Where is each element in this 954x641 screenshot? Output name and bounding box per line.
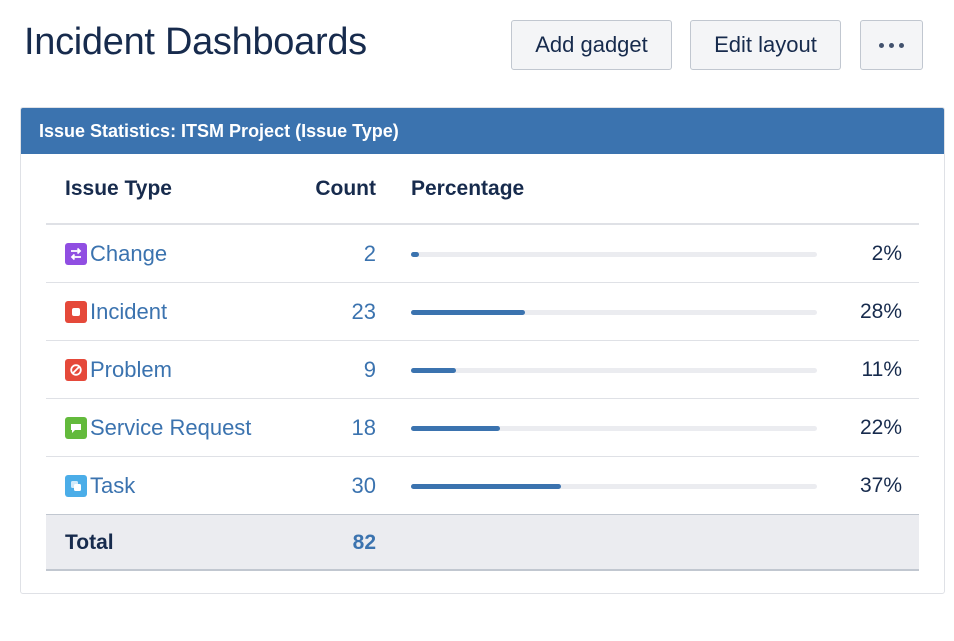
issue-type-link[interactable]: Problem <box>90 357 172 382</box>
incident-type-icon <box>65 301 87 323</box>
task-type-icon <box>65 475 87 497</box>
row-divider <box>393 456 833 457</box>
percentage-bar-fill <box>411 426 501 431</box>
percentage-bar-fill <box>411 310 525 315</box>
change-type-icon <box>65 243 87 265</box>
gadget-title: Issue Statistics: ITSM Project (Issue Ty… <box>39 121 399 141</box>
issue-type-cell: Service Request <box>65 399 251 457</box>
issue-type-cell: Task <box>65 457 135 515</box>
column-header-count: Count <box>315 177 376 200</box>
percentage-bar <box>411 426 817 431</box>
percentage-bar-fill <box>411 484 562 489</box>
total-count[interactable]: 82 <box>352 530 376 554</box>
row-divider <box>833 398 919 399</box>
table-row: Task 30 37% <box>46 457 919 515</box>
row-divider <box>833 282 919 283</box>
issue-type-link[interactable]: Incident <box>90 299 168 324</box>
percentage-value: 22% <box>859 416 902 439</box>
table-row: Service Request 18 22% <box>46 399 919 457</box>
service-request-type-icon <box>65 417 87 439</box>
issue-count-link[interactable]: 30 <box>351 473 376 498</box>
more-horizontal-icon <box>879 42 904 48</box>
percentage-bar <box>411 484 817 489</box>
add-gadget-button[interactable]: Add gadget <box>511 20 672 70</box>
issue-count-link[interactable]: 9 <box>363 357 376 382</box>
column-header-issue-type: Issue Type <box>65 177 172 200</box>
table-row: Change 2 2% <box>46 225 919 283</box>
table-row: Problem 9 11% <box>46 341 919 399</box>
issue-type-link[interactable]: Change <box>90 241 168 266</box>
percentage-value: 37% <box>859 474 902 497</box>
total-label: Total <box>65 530 114 554</box>
row-divider <box>393 282 833 283</box>
issue-type-cell: Change <box>65 225 167 283</box>
issue-type-cell: Incident <box>65 283 167 341</box>
edit-layout-button[interactable]: Edit layout <box>690 20 841 70</box>
issue-count-link[interactable]: 23 <box>351 299 376 324</box>
table-row: Incident 23 28% <box>46 283 919 341</box>
percentage-bar <box>411 252 817 257</box>
gadget-header: Issue Statistics: ITSM Project (Issue Ty… <box>21 108 944 154</box>
issue-statistics-gadget: Issue Statistics: ITSM Project (Issue Ty… <box>20 107 945 594</box>
row-divider <box>46 398 393 399</box>
issue-type-link[interactable]: Service Request <box>90 415 252 440</box>
percentage-bar-fill <box>411 368 456 373</box>
percentage-bar <box>411 310 817 315</box>
row-divider <box>393 398 833 399</box>
page-title: Incident Dashboards <box>24 21 367 63</box>
percentage-value: 11% <box>861 358 902 381</box>
row-divider <box>46 282 393 283</box>
issue-type-cell: Problem <box>65 341 172 399</box>
row-divider <box>833 340 919 341</box>
percentage-bar <box>411 368 817 373</box>
column-header-percentage: Percentage <box>411 177 525 200</box>
row-divider <box>833 456 919 457</box>
issue-count-link[interactable]: 18 <box>351 415 376 440</box>
problem-type-icon <box>65 359 87 381</box>
total-row: Total 82 <box>46 514 919 571</box>
row-divider <box>393 340 833 341</box>
percentage-value: 28% <box>859 300 902 323</box>
percentage-bar-fill <box>411 252 420 257</box>
more-actions-button[interactable] <box>860 20 923 70</box>
header-divider <box>46 223 919 225</box>
issue-count-link[interactable]: 2 <box>363 241 376 266</box>
percentage-value: 2% <box>871 242 902 265</box>
issue-type-link[interactable]: Task <box>90 473 136 498</box>
row-divider <box>46 456 393 457</box>
row-divider <box>46 340 393 341</box>
